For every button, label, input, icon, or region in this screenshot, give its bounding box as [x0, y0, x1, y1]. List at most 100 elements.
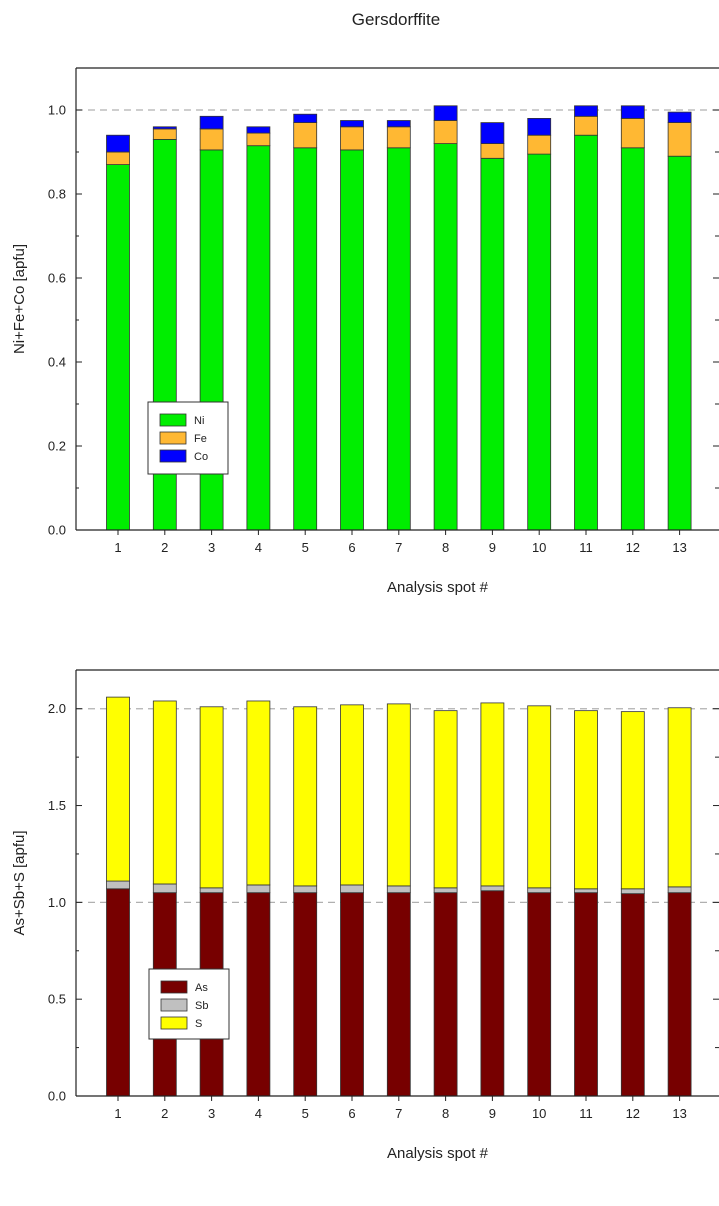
bar-sb: [667, 886, 692, 894]
x-tick-label: 5: [302, 540, 309, 555]
x-tick-label: 6: [348, 540, 355, 555]
bar-sb: [152, 883, 177, 894]
legend-label-fe: Fe: [194, 433, 207, 445]
bar-fe: [386, 126, 411, 149]
bar-fe: [152, 128, 177, 140]
bar-ni: [246, 145, 271, 531]
bar-s: [527, 705, 552, 889]
bar-ni: [106, 164, 130, 531]
x-tick-label: 1: [114, 1106, 121, 1121]
y-tick-label: 1.5: [48, 798, 66, 813]
bar-co: [480, 122, 505, 144]
legend-label-as: As: [195, 982, 208, 994]
figure-title: Gersdorffite: [352, 10, 441, 29]
y-tick-label: 0.0: [48, 1089, 66, 1104]
bar-co: [293, 113, 318, 123]
bar-co: [574, 105, 598, 117]
bar-s: [620, 711, 645, 890]
x-axis-label: Analysis spot #: [387, 579, 489, 596]
bar-s: [152, 700, 177, 885]
bar-sb: [574, 888, 598, 894]
x-tick-label: 9: [489, 540, 496, 555]
legend-label-s: S: [195, 1018, 202, 1030]
bar-co: [340, 120, 364, 128]
x-tick-label: 3: [208, 540, 215, 555]
bar-as: [246, 892, 271, 1097]
bar-co: [152, 126, 177, 130]
bar-sb: [293, 885, 318, 894]
bar-fe: [293, 122, 318, 149]
bar-sb: [433, 887, 458, 894]
legend-swatch-s: [160, 1016, 188, 1030]
x-tick-label: 1: [114, 540, 121, 555]
x-axis-label: Analysis spot #: [387, 1145, 489, 1162]
x-tick-label: 4: [255, 540, 262, 555]
bar-as: [433, 892, 458, 1097]
bar-as: [293, 892, 318, 1097]
legend-label-sb: Sb: [195, 1000, 208, 1012]
bar-s: [667, 707, 692, 888]
x-tick-label: 10: [532, 540, 546, 555]
chart-top: 1 2 3 4 5 6 7 8 9 10 11 12 130.00.20.40.60.81.0Analy…: [11, 67, 719, 596]
x-tick-label: 11: [579, 540, 593, 555]
bar-co: [199, 115, 224, 130]
bar-ni: [574, 134, 598, 531]
y-tick-label: 1.0: [48, 103, 66, 118]
bar-ni: [667, 155, 692, 531]
bar-s: [340, 704, 364, 886]
bar-as: [527, 892, 552, 1097]
bar-fe: [106, 151, 130, 166]
bar-s: [106, 696, 130, 882]
bar-co: [246, 126, 271, 134]
x-tick-label: 2: [161, 1106, 168, 1121]
bar-fe: [574, 115, 598, 136]
bar-ni: [386, 147, 411, 531]
bar-ni: [480, 157, 505, 531]
legend-swatch-fe: [159, 431, 187, 445]
chart-bottom: 1 2 3 4 5 6 7 8 9 10 11 12 130.00.51.01.52.0Analysis…: [11, 669, 719, 1162]
x-tick-label: 10: [532, 1106, 546, 1121]
bar-as: [340, 892, 364, 1097]
y-tick-label: 0.0: [48, 523, 66, 538]
bar-sb: [246, 884, 271, 894]
bar-sb: [386, 885, 411, 894]
legend-swatch-sb: [160, 998, 188, 1012]
bar-fe: [480, 143, 505, 159]
x-tick-label: 2: [161, 540, 168, 555]
legend-swatch-ni: [159, 413, 187, 427]
bar-as: [667, 892, 692, 1097]
legend-swatch-co: [159, 449, 187, 463]
bar-co: [386, 120, 411, 128]
bar-as: [106, 888, 130, 1097]
bar-s: [386, 703, 411, 887]
x-tick-label: 6: [348, 1106, 355, 1121]
bar-co: [667, 111, 692, 123]
x-tick-label: 3: [208, 1106, 215, 1121]
legend-label-ni: Ni: [194, 415, 204, 427]
bar-ni: [620, 147, 645, 531]
x-tick-label: 12: [626, 540, 640, 555]
bar-as: [574, 892, 598, 1097]
bar-sb: [199, 887, 224, 894]
bar-as: [480, 890, 505, 1097]
bar-sb: [106, 880, 130, 890]
legend-swatch-as: [160, 980, 188, 994]
bar-s: [574, 710, 598, 890]
bar-ni: [340, 149, 364, 531]
x-tick-label: 9: [489, 1106, 496, 1121]
y-axis-label: Ni+Fe+Co [apfu]: [11, 244, 28, 354]
y-tick-label: 0.4: [48, 355, 66, 370]
bar-ni: [293, 147, 318, 531]
x-tick-label: 5: [302, 1106, 309, 1121]
bar-s: [480, 702, 505, 887]
x-tick-label: 7: [395, 540, 402, 555]
bar-ni: [527, 153, 552, 531]
bar-sb: [480, 885, 505, 892]
x-tick-label: 13: [672, 540, 686, 555]
x-tick-label: 8: [442, 540, 449, 555]
bar-as: [620, 893, 645, 1097]
bar-co: [527, 118, 552, 136]
bar-co: [433, 105, 458, 121]
